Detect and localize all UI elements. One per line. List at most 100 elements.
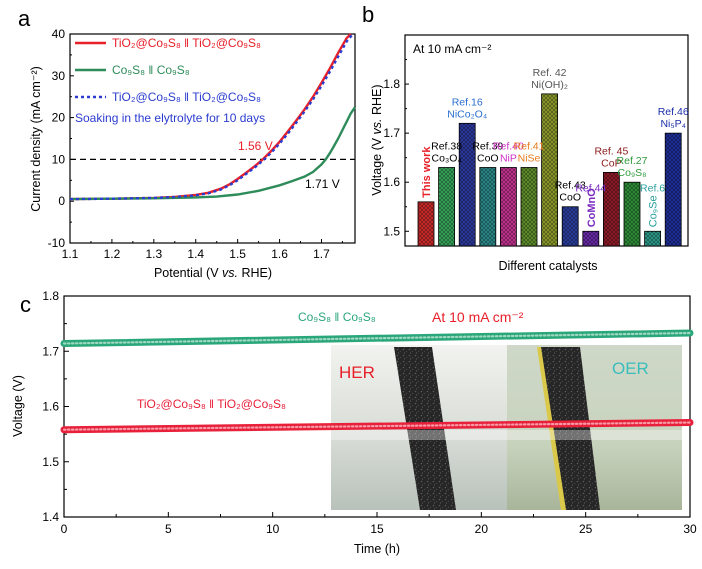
bar-label-1-0: Ref.38 (431, 140, 462, 152)
panel-a-series-1 (69, 106, 356, 201)
inset-her-label: HER (339, 363, 375, 382)
bar-label-9-0: Ref. 45 (594, 145, 628, 157)
panel-c: c 0 5 10 15 20 25 30 1.4 1.5 1.6 1.7 1.8 (11, 289, 697, 556)
panel-b-ylabel-part2: vs. (370, 118, 384, 134)
panel-label-c: c (20, 292, 31, 317)
oer-electrode-edge (537, 347, 566, 510)
panel-c-xtick-label: 30 (683, 522, 697, 536)
panel-a-ytick-label: 20 (52, 111, 66, 125)
panel-b-xlabel: Different catalysts (498, 259, 597, 273)
legend-entry-1: Co₉S₈ ǁ Co₉S₈ (112, 63, 190, 77)
panel-b-ylabel-part3: RHE) (370, 84, 384, 118)
panel-c-ticks: 0 5 10 15 20 25 30 1.4 1.5 1.6 1.7 1.8 (42, 289, 697, 536)
bar-label-rotated-11: Co₉Se (648, 195, 660, 227)
panel-a-xtick-label: 1.1 (62, 247, 79, 261)
bar-label-3-1: CoO (477, 152, 499, 164)
bar-4 (499, 167, 517, 247)
panel-b-ytick-label: 1.5 (383, 224, 400, 238)
bar-9 (603, 171, 620, 247)
panel-b-ticks: 1.5 1.6 1.7 1.8 (383, 59, 409, 238)
bar-label-10-0: Ref.27 (617, 155, 648, 167)
bar-label-1-1: Co₃O₄ (432, 152, 462, 164)
panel-c-label-tio2: TiO₂@Co₉S₈ ǁ TiO₂@Co₉S₈ (137, 397, 286, 411)
panel-c-ytick-label: 1.7 (42, 344, 59, 358)
panel-a-series-0 (69, 33, 352, 201)
panel-a-xlabel-part2: vs. (222, 266, 238, 280)
panel-b-bars (417, 93, 682, 247)
panel-a-xlabel-part3: RHE) (238, 266, 272, 280)
panel-label-a: a (18, 6, 31, 31)
bar-label-rotated-8: CoMnO (586, 188, 598, 228)
bar-11 (644, 230, 661, 247)
panel-c-ytick-label: 1.8 (42, 289, 59, 303)
panel-c-title: At 10 mA cm⁻² (432, 309, 524, 325)
bar-label-2-0: Ref.16 (452, 96, 483, 108)
panel-c-series (60, 329, 694, 434)
panel-a-xtick-label: 1.5 (229, 247, 246, 261)
panel-a-xtick-label: 1.7 (313, 247, 330, 261)
panel-label-b: b (362, 2, 374, 27)
panel-b-ytick-label: 1.7 (383, 126, 400, 140)
panel-a-ytick-label: 0 (58, 194, 65, 208)
bar-8 (582, 230, 600, 247)
panel-b-bar-labels: This workCo₃O₄Ref.38NiCo₂O₄Ref.16CoORef.… (421, 67, 689, 227)
inset-reflection (331, 430, 682, 440)
panel-b-title: At 10 mA cm⁻² (413, 42, 491, 56)
panel-c-ytick-label: 1.6 (42, 400, 59, 414)
panel-c-xtick-label: 25 (579, 522, 593, 536)
bar-label-rotated-0: This work (421, 146, 433, 198)
bar-label-2-1: NiCo₂O₄ (447, 108, 487, 120)
bar-label-5-1: NiSe (518, 152, 541, 164)
panel-a-ytick-label: 40 (52, 27, 66, 41)
inset-oer-label: OER (612, 359, 649, 378)
bar-label-6-1: Ni(OH)₂ (531, 79, 568, 91)
bar-label-8-0: Ref.44 (575, 182, 606, 194)
panel-a-xlabel: Potential (V vs. RHE) (154, 266, 272, 280)
bar-label-7-0: Ref.43 (555, 180, 586, 192)
panel-c-xtick-label: 15 (370, 522, 384, 536)
panel-a-xtick-label: 1.3 (145, 247, 162, 261)
bar-0 (417, 201, 435, 247)
bar-label-11-0: Ref.6 (640, 182, 665, 194)
bar-label-4-1: NiP (500, 152, 517, 164)
bar-label-5-0: Ref.41 (514, 140, 545, 152)
panel-a-xtick-label: 1.4 (187, 247, 204, 261)
annotation-1-56v: 1.56 V (238, 139, 273, 153)
bar-label-7-1: CoO (559, 192, 581, 204)
legend-entry-3: Soaking in the elytrolyte for 10 days (75, 111, 265, 125)
bar-10 (623, 181, 641, 247)
bar-1 (438, 167, 456, 247)
panel-a-ytick-label: 30 (52, 69, 66, 83)
panel-c-xlabel: Time (h) (354, 542, 400, 556)
panel-c-xtick-label: 0 (61, 522, 68, 536)
panel-a-xtick-label: 1.6 (271, 247, 288, 261)
bar-label-9-1: CoP (601, 157, 621, 169)
panel-a: a 1.1 1.2 1.3 1.4 1.5 1.6 1.7 -10 0 10 20 30 40 TiO₂… (18, 6, 356, 280)
bar-12 (664, 132, 682, 247)
panel-c-ytick-label: 1.5 (42, 455, 59, 469)
bar-label-6-0: Ref. 42 (533, 67, 567, 79)
bar-label-4-0: Ref.40 (493, 140, 524, 152)
panel-c-series-markers-1 (62, 421, 692, 431)
panel-c-series-markers-0 (62, 331, 692, 345)
bar-5 (520, 167, 538, 247)
oer-electrode (540, 347, 600, 510)
bar-label-10-1: Co₉S₈ (618, 167, 647, 179)
panel-b-ylabel-part1: Voltage (V (370, 134, 384, 195)
panel-c-xtick-label: 20 (475, 522, 489, 536)
panel-b-ytick-label: 1.8 (383, 77, 400, 91)
panel-c-ytick-label: 1.4 (42, 510, 59, 524)
bar-6 (541, 93, 558, 247)
panel-b-ylabel: Voltage (V vs. RHE) (370, 84, 384, 195)
panel-b-ytick-label: 1.6 (383, 175, 400, 189)
bar-7 (561, 206, 579, 247)
bar-label-3-0: Ref.39 (472, 140, 503, 152)
panel-b: b At 10 mA cm⁻² 1.51.61.71.8 This workCo… (362, 2, 689, 273)
bar-2 (458, 122, 476, 247)
panel-c-xtick-label: 5 (165, 522, 172, 536)
panel-a-ylabel: Current density (mA cm⁻²) (29, 66, 43, 212)
legend-entry-0: TiO₂@Co₉S₈ ǁ TiO₂@Co₉S₈ (112, 36, 261, 50)
panel-a-legend: TiO₂@Co₉S₈ ǁ TiO₂@Co₉S₈ Co₉S₈ ǁ Co₉S₈ TiO₂… (75, 36, 265, 125)
bar-label-12-1: Ni₅P₄ (660, 118, 685, 130)
